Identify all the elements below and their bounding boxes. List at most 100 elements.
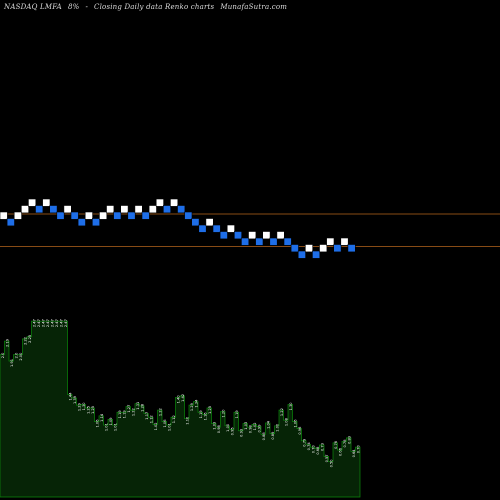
volume-label: 1.34 [194,399,198,408]
renko-brick-down [290,244,299,253]
renko-brick-down [141,211,150,220]
renko-brick-up [120,205,129,214]
volume-label: 0.93 [239,429,243,437]
volume-label: 0.79 [302,438,306,447]
renko-brick-down [333,244,342,253]
renko-brick-down [92,218,101,227]
volume-label: 2.19 [5,338,9,347]
volume-label: 1.25 [208,406,212,414]
volume-label: 0.70 [356,445,360,454]
renko-brick-up [0,211,8,220]
volume-label: 1.17 [145,412,149,420]
site-label: MunafaSutra.com [220,3,288,11]
renko-brick-up [42,198,51,207]
renko-brick-up [326,237,335,246]
renko-brick-down [255,237,264,246]
renko-brick-up [319,244,328,253]
volume-label: 0.68 [316,446,320,455]
volume-label: 1.14 [100,413,104,422]
volume-label: 1.02 [154,422,158,430]
volume-label: 1.00 [226,423,230,432]
volume-label: 0.57 [325,454,329,462]
volume-label: 0.76 [334,440,338,449]
volume-label: 1.02 [253,422,257,430]
volume-label: 1.03 [244,422,248,430]
volume-label: 2.47 [46,319,50,327]
volume-label: 2.47 [50,319,54,327]
renko-brick-up [262,231,271,240]
volume-label: 1.10 [185,416,189,425]
volume-label: 2.22 [23,337,27,345]
volume-label: 0.89 [271,431,275,440]
renko-brick-up [106,205,115,214]
renko-brick-up [276,231,285,240]
renko-brick-up [20,205,29,214]
renko-brick-down [77,218,86,227]
renko-brick-down [347,244,356,253]
renko-brick-up [205,218,214,227]
volume-label: 2.47 [32,319,36,327]
volume-area [0,320,361,498]
renko-brick-down [184,211,193,220]
renko-brick-down [177,205,186,214]
renko-brick-up [226,224,235,233]
volume-label: 1.19 [199,410,203,419]
volume-label: 1.31 [136,402,140,410]
volume-label: 0.78 [343,439,347,448]
renko-brick-up [13,211,22,220]
volume-label: 1.03 [212,422,216,430]
volume-label: 1.12 [172,415,176,423]
renko-brick-down [127,211,136,220]
volume-label: 2.47 [59,319,63,327]
chart-header: NASDAQ LMFA 8% - Closing Daily data Renko c… [4,3,293,11]
volume-label: 1.19 [235,410,239,419]
volume-label: 0.50 [329,459,333,468]
volume-label: 1.08 [284,417,288,426]
volume-label: 1.20 [221,409,225,418]
volume-label: 1.27 [127,405,131,413]
volume-label: 1.22 [280,408,284,416]
renko-brick-down [70,211,79,220]
renko-brick-down [212,224,221,233]
renko-brick-down [219,231,228,240]
renko-brick-down [113,211,122,220]
volume-label: 1.19 [122,410,126,419]
volume-label: 1.00 [275,423,279,432]
renko-brick-up [28,198,37,207]
volume-label: 0.74 [307,442,311,451]
renko-brick-up [63,205,72,214]
volume-label: 1.44 [68,392,72,401]
volume-label: 1.01 [104,423,108,431]
renko-brick-up [248,231,257,240]
volume-label: 1.22 [158,408,162,416]
volume-label: 1.30 [289,402,293,411]
renko-brick-down [269,237,278,246]
volume-label: 2.47 [37,319,41,327]
renko-brick-down [6,218,15,227]
volume-label: 0.88 [262,432,266,441]
volume-label: 1.12 [149,415,153,423]
renko-brick-up [148,205,157,214]
volume-label: 1.39 [73,395,77,404]
renko-brick-up [99,211,108,220]
volume-label: 2.47 [41,319,45,327]
volume-label: 0.95 [230,427,234,435]
volume-label: 0.83 [347,436,351,444]
chart-kind-label: Closing Daily data Renko charts [94,3,215,11]
renko-brick-up [304,244,313,253]
volume-label: 2.47 [64,319,68,327]
renko-brick-down [198,224,207,233]
volume-label: 1.91 [10,359,14,367]
renko-brick-down [49,205,58,214]
renko-brick-up [170,198,179,207]
renko-brick-up [155,198,164,207]
volume-label: 0.73 [320,443,324,451]
ticker-label: NASDAQ LMFA [4,3,62,11]
volume-label: 1.42 [181,394,185,402]
volume-label: 2.25 [28,335,32,343]
volume-label: 1.06 [163,419,167,428]
renko-brick-down [234,231,243,240]
change-label: 8% [67,3,80,11]
volume-label: 0.64 [352,449,356,458]
